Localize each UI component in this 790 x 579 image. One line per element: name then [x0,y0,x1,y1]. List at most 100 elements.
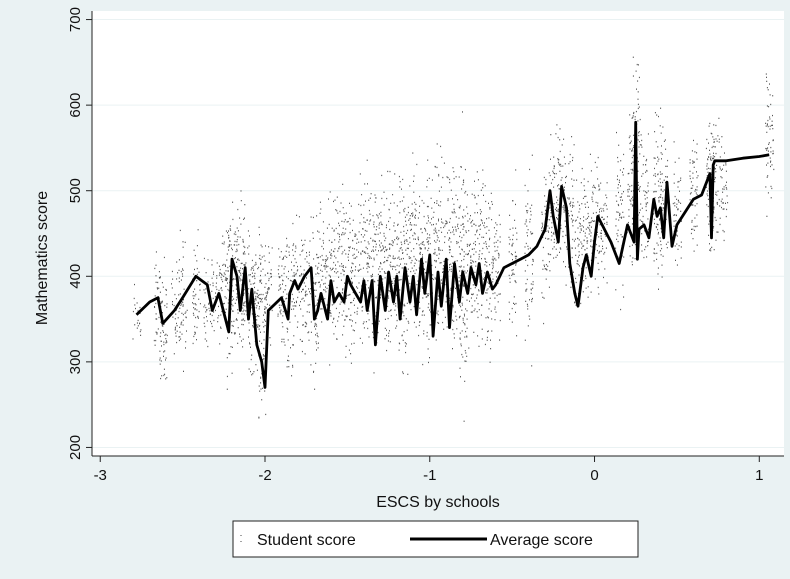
student-score-point [236,244,238,246]
student-score-point [617,240,619,243]
student-score-point [492,292,494,295]
student-score-point [350,353,352,355]
student-score-point [382,278,384,280]
student-score-point [323,242,324,244]
student-score-point [634,258,636,260]
student-score-point [363,204,365,206]
student-score-point [198,310,200,313]
student-score-point [508,251,510,253]
student-score-point [281,341,283,343]
student-score-point [212,284,214,287]
student-score-point [193,314,195,316]
student-score-point [553,233,555,235]
student-score-point [161,282,163,284]
student-score-point [599,224,601,226]
student-score-point [317,336,319,338]
student-score-point [228,230,229,232]
student-score-point [397,224,399,226]
student-score-point [360,213,362,216]
student-score-point [322,275,324,277]
student-score-point [304,258,306,260]
student-score-point [350,205,352,207]
student-score-point [526,288,528,290]
student-score-point [360,234,362,236]
student-score-point [407,243,409,245]
student-score-point [715,171,717,173]
student-score-point [254,286,255,289]
student-score-point [218,265,220,267]
student-score-point [461,248,463,250]
student-score-point [268,279,270,282]
student-score-point [325,277,327,279]
student-score-point [334,255,336,257]
student-score-point [352,247,354,249]
student-score-point [345,315,347,317]
student-score-point [300,308,302,310]
student-score-point [642,215,644,218]
student-score-point [321,254,323,257]
student-score-point [543,176,545,179]
student-score-point [464,324,466,326]
student-score-point [196,309,198,311]
student-score-point [240,223,242,225]
student-score-point [766,215,768,217]
student-score-point [241,340,242,342]
student-score-point [337,212,339,214]
student-score-point [404,263,406,265]
student-score-point [438,229,440,232]
student-score-point [727,202,729,204]
student-score-point [767,192,769,194]
student-score-point [659,171,661,173]
student-score-point [375,249,377,251]
student-score-point [553,167,555,170]
student-score-point [305,322,307,324]
student-score-point [584,189,586,191]
student-score-point [239,270,240,272]
student-score-point [222,264,224,266]
student-score-point [557,218,558,220]
student-score-point [441,156,443,158]
student-score-point [530,289,532,291]
student-score-point [615,195,617,197]
student-score-point [160,321,162,323]
student-score-point [472,293,474,295]
student-score-point [134,283,135,286]
student-score-point [572,271,574,273]
student-score-point [637,189,639,191]
student-score-point [453,177,455,180]
student-score-point [378,224,380,226]
student-score-point [175,313,177,315]
student-score-point [488,308,490,310]
student-score-point [324,298,326,300]
student-score-point [375,229,377,231]
student-score-point [218,305,219,308]
student-score-point [254,292,256,294]
student-score-point [449,178,451,181]
student-score-point [256,292,258,294]
student-score-point [351,267,352,269]
student-score-point [258,266,260,269]
student-score-point [638,146,640,148]
student-score-point [313,258,315,260]
student-score-point [675,214,677,217]
student-score-point [392,241,394,243]
student-score-point [328,223,330,226]
student-score-point [351,262,353,264]
student-score-point [455,287,456,289]
student-score-point [176,325,178,327]
student-score-point [621,236,623,238]
student-score-point [238,276,240,278]
student-score-point [690,232,692,235]
student-score-point [587,212,589,215]
student-score-point [343,325,345,327]
student-score-point [234,302,236,304]
student-score-point [638,132,640,134]
student-score-point [460,376,461,378]
student-score-point [639,186,641,188]
student-score-point [524,223,526,225]
student-score-point [525,259,527,261]
student-score-point [768,142,770,144]
student-score-point [403,234,405,237]
student-score-point [306,277,307,279]
student-score-point [548,172,550,174]
